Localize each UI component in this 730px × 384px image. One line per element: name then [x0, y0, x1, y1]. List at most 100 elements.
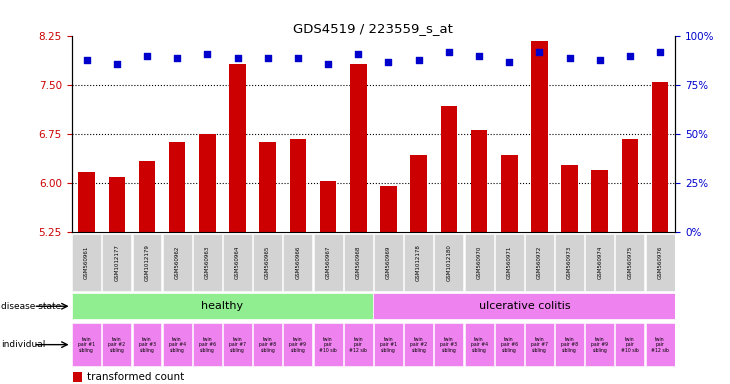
FancyBboxPatch shape: [404, 233, 433, 291]
Text: twin
pair #9
sibling: twin pair #9 sibling: [591, 337, 608, 353]
FancyBboxPatch shape: [495, 323, 523, 366]
Text: twin
pair #8
sibling: twin pair #8 sibling: [561, 337, 578, 353]
FancyBboxPatch shape: [133, 233, 161, 291]
Text: GSM560967: GSM560967: [326, 245, 331, 279]
Point: [201, 51, 213, 57]
Text: GSM560962: GSM560962: [174, 245, 180, 279]
Text: disease state: disease state: [1, 302, 62, 311]
Text: twin
pair #4
sibling: twin pair #4 sibling: [169, 337, 185, 353]
Point: [443, 49, 455, 55]
FancyBboxPatch shape: [374, 233, 403, 291]
FancyBboxPatch shape: [223, 233, 252, 291]
Text: twin
pair #7
sibling: twin pair #7 sibling: [229, 337, 246, 353]
Text: twin
pair #4
sibling: twin pair #4 sibling: [471, 337, 488, 353]
Bar: [622, 139, 638, 232]
FancyBboxPatch shape: [374, 323, 403, 366]
Text: twin
pair
#12 sib: twin pair #12 sib: [651, 337, 669, 353]
FancyBboxPatch shape: [525, 323, 554, 366]
Point: [564, 55, 575, 61]
FancyBboxPatch shape: [374, 293, 675, 319]
Text: GSM560974: GSM560974: [597, 245, 602, 279]
Point: [141, 53, 153, 59]
Text: GSM560972: GSM560972: [537, 245, 542, 279]
FancyBboxPatch shape: [163, 233, 192, 291]
Text: GSM1012180: GSM1012180: [446, 243, 451, 281]
FancyBboxPatch shape: [585, 323, 614, 366]
FancyBboxPatch shape: [464, 233, 493, 291]
FancyBboxPatch shape: [72, 233, 101, 291]
Point: [473, 53, 485, 59]
Text: twin
pair #6
sibling: twin pair #6 sibling: [501, 337, 518, 353]
Text: GSM560966: GSM560966: [296, 245, 301, 279]
FancyBboxPatch shape: [193, 233, 222, 291]
FancyBboxPatch shape: [434, 323, 464, 366]
Text: GSM560970: GSM560970: [477, 245, 482, 279]
Point: [262, 55, 274, 61]
FancyBboxPatch shape: [102, 233, 131, 291]
Point: [413, 57, 425, 63]
Point: [111, 61, 123, 67]
Text: GSM560975: GSM560975: [628, 245, 632, 279]
Text: twin
pair #2
sibling: twin pair #2 sibling: [410, 337, 427, 353]
Bar: [652, 82, 669, 232]
Text: GSM560968: GSM560968: [356, 245, 361, 279]
Text: GSM560973: GSM560973: [567, 245, 572, 279]
Text: twin
pair #1
sibling: twin pair #1 sibling: [380, 337, 397, 353]
Point: [534, 49, 545, 55]
FancyBboxPatch shape: [314, 233, 342, 291]
Text: ulcerative colitis: ulcerative colitis: [478, 301, 570, 311]
Point: [504, 59, 515, 65]
Bar: [380, 186, 397, 232]
Bar: [109, 177, 125, 232]
Text: twin
pair #8
sibling: twin pair #8 sibling: [259, 337, 277, 353]
Text: twin
pair #2
sibling: twin pair #2 sibling: [108, 337, 126, 353]
Text: individual: individual: [1, 340, 46, 349]
FancyBboxPatch shape: [253, 323, 283, 366]
Bar: [169, 142, 185, 232]
FancyBboxPatch shape: [404, 323, 433, 366]
FancyBboxPatch shape: [193, 323, 222, 366]
Text: twin
pair #7
sibling: twin pair #7 sibling: [531, 337, 548, 353]
Bar: [199, 134, 215, 232]
Text: twin
pair #1
sibling: twin pair #1 sibling: [78, 337, 95, 353]
Bar: [290, 139, 306, 232]
Text: twin
pair
#10 sib: twin pair #10 sib: [319, 337, 337, 353]
Bar: [441, 106, 457, 232]
Point: [624, 53, 636, 59]
FancyBboxPatch shape: [555, 323, 584, 366]
Bar: [471, 130, 488, 232]
Bar: [531, 41, 548, 232]
Text: GSM560971: GSM560971: [507, 245, 512, 279]
Text: twin
pair #3
sibling: twin pair #3 sibling: [139, 337, 155, 353]
Bar: [259, 142, 276, 232]
Point: [172, 55, 183, 61]
FancyBboxPatch shape: [344, 233, 373, 291]
Text: GSM560965: GSM560965: [265, 245, 270, 279]
FancyBboxPatch shape: [615, 323, 645, 366]
FancyBboxPatch shape: [495, 233, 523, 291]
Bar: [74, 372, 82, 382]
Bar: [229, 64, 246, 232]
FancyBboxPatch shape: [645, 323, 675, 366]
Text: twin
pair #3
sibling: twin pair #3 sibling: [440, 337, 458, 353]
Text: GSM560964: GSM560964: [235, 245, 240, 279]
Bar: [78, 172, 95, 232]
Text: GSM1012179: GSM1012179: [145, 243, 150, 281]
FancyBboxPatch shape: [555, 233, 584, 291]
Text: GSM1012177: GSM1012177: [115, 243, 119, 281]
Point: [654, 49, 666, 55]
Text: twin
pair #6
sibling: twin pair #6 sibling: [199, 337, 216, 353]
Text: transformed count: transformed count: [87, 372, 184, 382]
Text: twin
pair
#10 sib: twin pair #10 sib: [621, 337, 639, 353]
Text: GSM560963: GSM560963: [205, 245, 210, 279]
Text: healthy: healthy: [201, 301, 244, 311]
FancyBboxPatch shape: [434, 233, 464, 291]
FancyBboxPatch shape: [283, 233, 312, 291]
FancyBboxPatch shape: [585, 233, 614, 291]
FancyBboxPatch shape: [223, 323, 252, 366]
Text: GSM560961: GSM560961: [84, 245, 89, 279]
Bar: [139, 161, 155, 232]
FancyBboxPatch shape: [344, 323, 373, 366]
FancyBboxPatch shape: [72, 323, 101, 366]
Bar: [501, 155, 518, 232]
